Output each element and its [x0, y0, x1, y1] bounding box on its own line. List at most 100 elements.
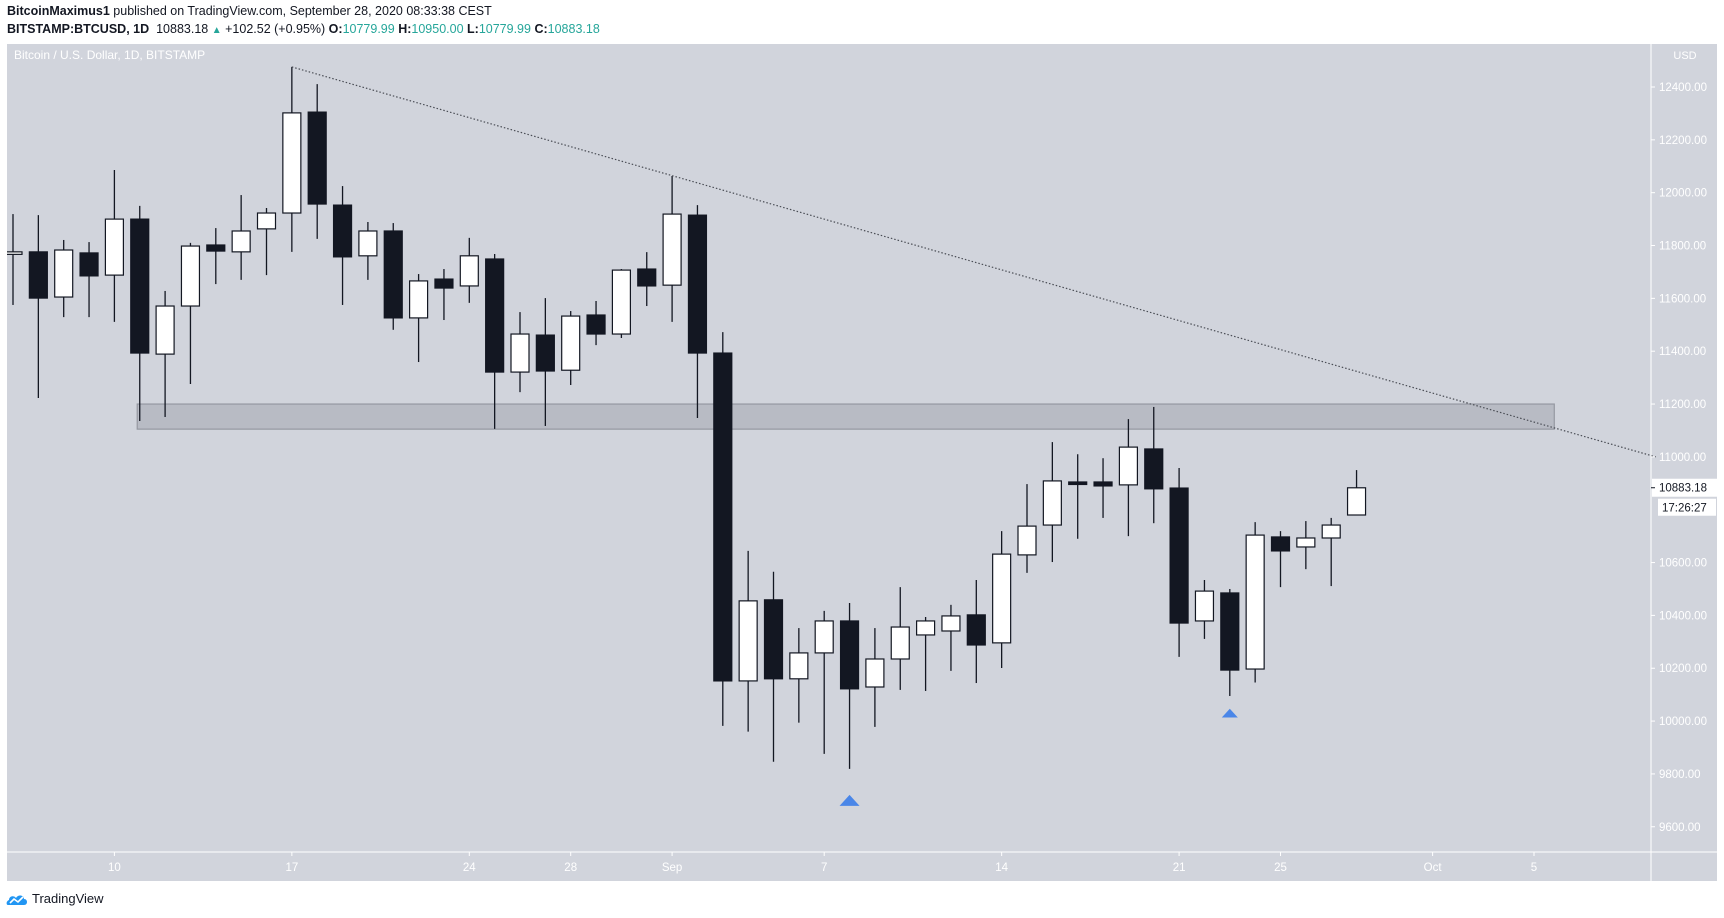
author-name[interactable]: BitcoinMaximus1 — [7, 4, 110, 18]
candle-down[interactable] — [485, 258, 505, 373]
high-value: 10950.00 — [411, 22, 464, 36]
open-value: 10779.99 — [342, 22, 395, 36]
low-value: 10779.99 — [478, 22, 531, 36]
candle-down[interactable] — [1220, 592, 1240, 671]
candle-down[interactable] — [28, 251, 48, 299]
bar-countdown-label: 17:26:27 — [1662, 503, 1707, 515]
candle-up[interactable] — [155, 305, 175, 355]
symbol-info: BITSTAMP:BTCUSD, 1D 10883.18 ▲ +102.52 (… — [7, 22, 600, 36]
time-tick-label: 28 — [564, 862, 577, 874]
up-triangle-icon: ▲ — [211, 25, 222, 36]
candle-down[interactable] — [130, 218, 150, 354]
candle-up[interactable] — [611, 269, 632, 335]
triangle-up-marker-icon[interactable] — [1221, 708, 1238, 718]
tradingview-logo[interactable]: TradingView — [6, 891, 104, 906]
candle-up[interactable] — [662, 213, 682, 286]
candle-up[interactable] — [1194, 590, 1215, 622]
candle-down[interactable] — [79, 252, 99, 277]
candle-up[interactable] — [358, 230, 378, 257]
support-zone-rect[interactable] — [136, 403, 1555, 430]
time-tick-label: 10 — [108, 862, 121, 874]
candle-down[interactable] — [687, 214, 708, 354]
candle-down[interactable] — [1093, 481, 1113, 487]
price-tick-label: 12000.00 — [1659, 188, 1707, 200]
candle-up[interactable] — [7, 251, 23, 255]
candle-up[interactable] — [1245, 534, 1265, 670]
candle-up[interactable] — [865, 658, 885, 688]
close-value: 10883.18 — [547, 22, 600, 36]
candle-down[interactable] — [535, 334, 555, 372]
open-label: O: — [328, 22, 343, 36]
candle-up[interactable] — [1296, 537, 1316, 548]
time-tick-label: Sep — [662, 862, 682, 874]
price-tick-label: 11000.00 — [1659, 452, 1706, 464]
tradingview-brand: TradingView — [32, 891, 104, 906]
candle-up[interactable] — [54, 249, 74, 298]
candle-up[interactable] — [282, 112, 302, 214]
symbol-label: BITSTAMP:BTCUSD, 1D — [7, 22, 150, 36]
candle-down[interactable] — [966, 614, 986, 646]
countdown-badge — [1658, 498, 1716, 516]
candle-down[interactable] — [1270, 536, 1291, 552]
candle-up[interactable] — [561, 315, 581, 371]
candle-up[interactable] — [789, 652, 809, 680]
candle-up[interactable] — [814, 620, 834, 654]
time-tick-label: 14 — [995, 862, 1008, 874]
candle-up[interactable] — [104, 218, 125, 276]
time-tick-label: 5 — [1531, 862, 1537, 874]
candle-up[interactable] — [738, 600, 758, 682]
candle-up[interactable] — [510, 333, 530, 373]
last-price: 10883.18 — [156, 22, 209, 36]
candle-down[interactable] — [434, 278, 454, 289]
chart-title: Bitcoin / U.S. Dollar, 1D, BITSTAMP — [14, 48, 205, 62]
candle-up[interactable] — [1321, 524, 1341, 539]
publish-info: BitcoinMaximus1 published on TradingView… — [7, 4, 492, 18]
price-tick-label: 9600.00 — [1659, 822, 1701, 834]
candle-down[interactable] — [713, 352, 733, 682]
candle-up[interactable] — [409, 280, 429, 319]
price-tick-label: 10200.00 — [1659, 663, 1707, 675]
price-tick-label: 10400.00 — [1659, 610, 1707, 622]
price-tick-label: 11600.00 — [1659, 293, 1706, 305]
candle-up[interactable] — [459, 255, 479, 287]
tradingview-cloud-icon — [6, 894, 27, 905]
candle-down[interactable] — [637, 268, 657, 287]
candle-down[interactable] — [1169, 487, 1189, 624]
candle-up[interactable] — [256, 212, 277, 230]
published-text: published on TradingView.com, September … — [113, 4, 492, 18]
time-tick-label: 24 — [463, 862, 476, 874]
last-price-badge — [1652, 478, 1717, 497]
candle-up[interactable] — [1017, 525, 1037, 556]
triangle-up-marker-icon[interactable] — [839, 794, 860, 806]
candle-down[interactable] — [586, 314, 606, 335]
candle-down[interactable] — [307, 111, 327, 205]
high-label: H: — [398, 22, 412, 36]
candle-up[interactable] — [992, 553, 1012, 644]
candlestick-chart[interactable]: USD 12400.00 12200.00 12000.00 11800.00 11600… — [7, 44, 1717, 881]
time-tick-label: Oct — [1424, 862, 1443, 874]
price-tick-label: 10000.00 — [1659, 716, 1707, 728]
candle-down[interactable] — [1144, 448, 1164, 490]
candle-down[interactable] — [383, 230, 403, 319]
price-tick-label: 11200.00 — [1659, 399, 1706, 411]
candle-up[interactable] — [1042, 480, 1062, 526]
price-tick-label: 12200.00 — [1659, 135, 1707, 147]
price-tick-label: 9800.00 — [1659, 769, 1701, 781]
candle-down[interactable] — [1068, 481, 1088, 486]
candle-up[interactable] — [890, 626, 910, 660]
candle-up[interactable] — [1118, 446, 1139, 486]
candle-up[interactable] — [941, 615, 961, 632]
candle-up[interactable] — [180, 245, 201, 307]
candle-down[interactable] — [839, 620, 860, 690]
candle-down[interactable] — [763, 599, 784, 680]
candle-up[interactable] — [1346, 487, 1367, 516]
chart-panel[interactable]: USD 12400.00 12200.00 12000.00 11800.00 11600… — [7, 44, 1717, 881]
candle-up[interactable] — [231, 230, 251, 253]
price-tick-label: 10600.00 — [1659, 558, 1707, 570]
candle-down[interactable] — [332, 204, 353, 258]
candle-up[interactable] — [915, 620, 936, 636]
close-label: C: — [534, 22, 548, 36]
candle-down[interactable] — [206, 244, 226, 252]
time-tick-label: 7 — [821, 862, 827, 874]
price-tick-label: 12400.00 — [1659, 82, 1707, 94]
